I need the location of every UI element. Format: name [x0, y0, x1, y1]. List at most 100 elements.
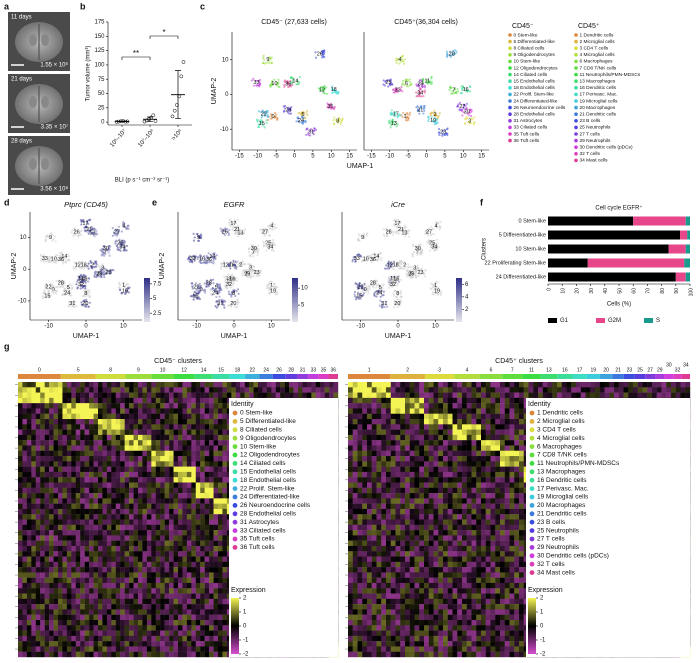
cell-point — [67, 255, 71, 258]
heatmap-cell — [62, 498, 68, 504]
heatmap-cell — [111, 556, 116, 563]
heatmap-cell — [146, 493, 152, 499]
x-tick-label: 15 — [346, 154, 353, 160]
heatmap-cell — [102, 466, 108, 473]
heatmap-cell — [195, 582, 201, 589]
heatmap-cell — [102, 413, 108, 420]
heatmap-cell — [142, 577, 148, 584]
heatmap-cell — [182, 598, 188, 605]
x-tick-label: 0 — [84, 324, 88, 330]
heatmap-cell — [22, 614, 28, 621]
heatmap-cell — [98, 424, 103, 430]
heatmap-cell — [98, 551, 103, 557]
heatmap-cell — [186, 625, 192, 631]
cell-point — [72, 265, 75, 268]
heatmap-cell — [151, 556, 156, 563]
heatmap-cell — [93, 482, 99, 488]
cluster-label: 36 — [330, 367, 336, 373]
heatmap-cell — [66, 651, 72, 658]
cluster-label: 2 — [403, 263, 406, 269]
heatmap-cell — [31, 651, 36, 658]
heatmap-cell — [71, 461, 76, 467]
heatmap-cell — [124, 387, 130, 393]
cluster-label: 8 — [84, 291, 87, 297]
cell-point — [458, 101, 462, 104]
heatmap-cell — [106, 572, 112, 578]
heatmap-cell — [80, 440, 85, 446]
x-tick-label: >10⁸ — [170, 127, 184, 142]
heatmap-cell — [111, 471, 116, 478]
heatmap-cell — [160, 403, 165, 409]
heatmap-cell — [160, 424, 165, 430]
heatmap-cell — [26, 456, 32, 462]
heatmap-cell — [133, 614, 139, 621]
heatmap-cell — [89, 567, 94, 573]
cell-point — [291, 76, 294, 80]
heatmap-cell — [186, 572, 192, 578]
heatmap-cell — [40, 567, 45, 573]
heatmap-cell — [169, 524, 174, 531]
x-axis-label: UMAP-1 — [347, 163, 374, 170]
heatmap-cell — [160, 625, 165, 631]
heatmap-cell — [31, 551, 36, 557]
heatmap-cell — [186, 519, 192, 525]
cell-point — [471, 118, 474, 121]
heatmap-cell — [40, 540, 45, 547]
heatmap-cell — [178, 508, 183, 515]
heatmap-cell — [142, 392, 148, 399]
cell-point — [336, 120, 339, 123]
heatmap-cell — [173, 635, 179, 642]
heatmap-cell — [155, 545, 161, 552]
heatmap-cell — [106, 604, 112, 610]
cell-point — [325, 92, 328, 95]
legend-dot — [574, 66, 578, 70]
heatmap-cell — [26, 630, 32, 637]
heatmap-cell — [129, 493, 134, 499]
cell-point — [75, 304, 78, 308]
cell-point — [395, 284, 399, 287]
heatmap-cell — [138, 651, 143, 658]
heatmap-cell — [120, 519, 125, 525]
heatmap-cell — [164, 440, 170, 446]
x-tick-label: 80 — [660, 288, 666, 294]
heatmap-cell — [102, 487, 108, 494]
cell-point — [430, 81, 434, 84]
cell-point — [430, 75, 433, 79]
heatmap-cell — [80, 450, 85, 457]
heatmap-cell — [151, 588, 156, 594]
heatmap-cell — [71, 519, 76, 525]
heatmap-cell — [66, 503, 72, 510]
heatmap-cell — [124, 540, 130, 547]
cluster-label: 32 — [226, 282, 232, 288]
heatmap-cell — [124, 493, 130, 499]
heatmap-cell — [89, 519, 94, 525]
legend-entry: 8 Ciliated cells — [514, 45, 546, 51]
cell-point — [283, 80, 286, 83]
heatmap-cell — [80, 609, 85, 615]
heatmap-cell — [98, 487, 103, 494]
heatmap-cell — [151, 530, 156, 536]
heatmap-cell — [93, 382, 99, 388]
heatmap-cell — [71, 609, 76, 615]
heatmap-cell — [89, 382, 94, 388]
heatmap-cell — [84, 593, 90, 600]
heatmap-cell — [106, 535, 112, 541]
cluster-label: 36 — [206, 257, 212, 263]
image-value: 1.55 × 10⁶ — [40, 62, 68, 69]
heatmap-cell — [44, 493, 50, 499]
heatmap-cell — [164, 561, 170, 568]
heatmap-cell — [31, 530, 36, 536]
heatmap-cell — [66, 392, 72, 399]
heatmap-cell — [89, 651, 94, 658]
heatmap-cell — [138, 625, 143, 631]
heatmap-cell — [102, 482, 108, 488]
heatmap-cell — [98, 567, 103, 573]
heatmap-cell — [120, 551, 125, 557]
heatmap-cell — [98, 609, 103, 615]
heatmap-cell — [120, 397, 125, 404]
heatmap-cell — [186, 540, 192, 547]
heatmap-cell — [26, 466, 32, 473]
heatmap-cell — [58, 604, 63, 610]
heatmap-cell — [44, 471, 50, 478]
heatmap-cell — [146, 625, 152, 631]
